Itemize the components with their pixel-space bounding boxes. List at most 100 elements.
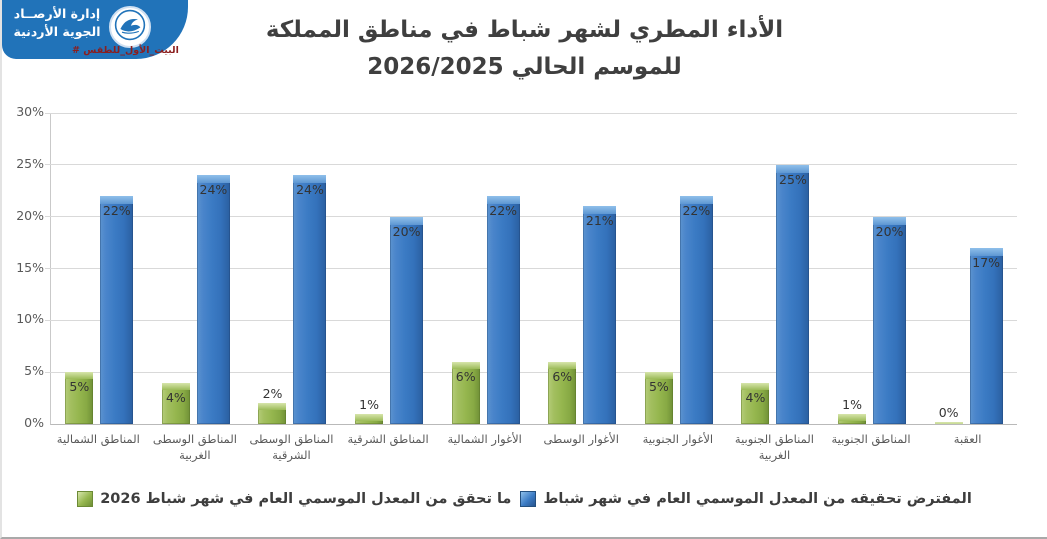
y-tick-label: 25%: [16, 155, 44, 171]
expected-bar-wrap: 21%: [583, 206, 617, 424]
achieved-bar-wrap: 0%: [934, 405, 963, 424]
bar-group: 1% 20%: [341, 113, 438, 424]
chart-title: الأداء المطري لشهر شباط في مناطق المملكة…: [2, 12, 1047, 86]
achieved-bar: [161, 382, 190, 424]
expected-bar-wrap: 17%: [969, 247, 1003, 424]
y-tick-label: 15%: [16, 259, 44, 275]
bird-icon: [114, 9, 146, 45]
achieved-bar-wrap: 1%: [355, 397, 384, 424]
bar-group: 5% 22%: [51, 113, 148, 424]
expected-bar: [679, 195, 713, 424]
achieved-bar-wrap: 5%: [65, 372, 94, 424]
expected-bar: [583, 206, 617, 424]
chart-title-line2: للموسم الحالي 2026/2025: [367, 53, 682, 80]
legend-item-achieved: ما تحقق من المعدل الموسمي العام في شهر ش…: [77, 491, 511, 507]
legend-label-achieved: ما تحقق من المعدل الموسمي العام في شهر ش…: [100, 491, 512, 507]
achieved-bar-value-label: 5%: [648, 379, 669, 395]
achieved-bar-value-label: 6%: [552, 368, 573, 384]
legend-swatch-green-icon: [77, 491, 94, 507]
legend: المفترض تحقيقه من المعدل الموسمي العام ف…: [2, 491, 1047, 507]
achieved-bar: [258, 403, 287, 424]
category-label: العقبة: [953, 432, 982, 446]
y-tick-label: 30%: [16, 104, 44, 119]
expected-bar: [390, 216, 424, 424]
achieved-bar-value-label: 2%: [262, 386, 283, 402]
expected-bar-value-label: 20%: [392, 223, 421, 239]
achieved-bar-value-label: 5%: [69, 379, 90, 395]
y-tick-label: 0%: [24, 415, 44, 430]
bar-group: 2% 24%: [244, 113, 341, 424]
achieved-bar: [838, 413, 867, 424]
achieved-bar-value-label: 6%: [455, 368, 476, 384]
expected-bar-wrap: 25%: [776, 164, 810, 424]
category-label: الأغوار الشمالية: [447, 432, 522, 446]
achieved-bar: [644, 372, 673, 424]
achieved-bar: [65, 372, 94, 424]
achieved-bar-wrap: 2%: [258, 386, 287, 424]
category-label: المناطق الجنوبية: [831, 432, 911, 446]
bar-group: 1% 20%: [824, 113, 921, 424]
achieved-bar-wrap: 4%: [161, 382, 190, 424]
bar-group: 4% 24%: [148, 113, 245, 424]
plot-area: 5% 22% 4% 24% 2% 24% 1% 20% 6% 22% 6% 21% 5% 22% 4% 25%…: [45, 112, 1017, 425]
expected-bar-value-label: 22%: [682, 202, 711, 218]
expected-bar: [196, 175, 230, 424]
achieved-bar-wrap: 6%: [451, 361, 480, 424]
expected-bar-wrap: 20%: [873, 216, 907, 424]
category-axis-labels: المناطق الشمالية المناطق الوسطى الغربية ال…: [50, 432, 1016, 463]
category-label: المناطق الشمالية: [56, 432, 140, 446]
logo-org-line2: الجوية الأردنية: [13, 24, 101, 40]
logo-org-line1: إدارة الأرصــاد: [13, 6, 101, 21]
legend-swatch-blue-icon: [520, 491, 537, 507]
expected-bar-wrap: 22%: [679, 195, 713, 424]
y-tick-label: 5%: [24, 363, 44, 379]
achieved-bar: [934, 422, 963, 424]
expected-bar-value-label: 24%: [296, 182, 324, 198]
expected-bar-wrap: 24%: [293, 175, 327, 424]
expected-bar-value-label: 21%: [585, 213, 614, 229]
category-label: المناطق الشرقية: [347, 432, 429, 446]
expected-bar: [293, 175, 327, 424]
y-tick-label: 20%: [16, 207, 44, 223]
category-label: المناطق الجنوبية الغربية: [734, 432, 814, 462]
expected-bar: [969, 247, 1003, 424]
category-label: المناطق الوسطى الغربية: [152, 432, 237, 462]
bar-group: 6% 21%: [534, 113, 631, 424]
gridline: [45, 371, 1017, 373]
logo-org-name: إدارة الأرصــاد الجوية الأردنية: [8, 5, 106, 41]
expected-bar-value-label: 24%: [199, 182, 228, 198]
bar-group: 5% 22%: [631, 113, 728, 424]
achieved-bar-value-label: 1%: [359, 396, 379, 412]
expected-bar-wrap: 22%: [100, 195, 134, 424]
achieved-bar: [451, 361, 480, 424]
category-label: المناطق الوسطى الشرقية: [249, 432, 334, 462]
achieved-bar-wrap: 1%: [838, 397, 867, 424]
category-label: الأغوار الجنوبية: [642, 432, 714, 446]
jmd-logo-banner: إدارة الأرصــاد الجوية الأردنية # البيت_…: [2, 0, 188, 59]
gridline: [45, 216, 1017, 218]
legend-label-expected: المفترض تحقيقه من المعدل الموسمي العام ف…: [543, 491, 972, 507]
bar-groups: 5% 22% 4% 24% 2% 24% 1% 20% 6% 22% 6% 21% 5% 22% 4% 25%…: [51, 113, 1017, 424]
achieved-bar-wrap: 4%: [741, 382, 770, 424]
category-label: الأغوار الوسطى: [543, 432, 619, 446]
gridline: [45, 164, 1017, 166]
bar-group: 0% 17%: [920, 113, 1017, 424]
chart-title-line1: الأداء المطري لشهر شباط في مناطق المملكة: [265, 17, 784, 43]
achieved-bar-value-label: 0%: [938, 405, 959, 420]
expected-bar: [486, 195, 520, 424]
logo-hashtag: # البيت_الأول_للطقس: [72, 45, 179, 56]
gridline: [45, 268, 1017, 269]
expected-bar-wrap: 24%: [196, 175, 230, 424]
expected-bar: [100, 195, 134, 424]
achieved-bar-value-label: 4%: [165, 389, 186, 405]
expected-bar-value-label: 17%: [972, 254, 1001, 270]
expected-bar-value-label: 22%: [102, 202, 131, 218]
achieved-bar-value-label: 4%: [745, 389, 766, 405]
achieved-bar: [548, 361, 577, 424]
gridline: [45, 319, 1017, 321]
achieved-bar-wrap: 5%: [644, 372, 673, 424]
expected-bar-value-label: 25%: [779, 171, 807, 187]
jmd-logo-circle: [109, 6, 151, 48]
bar-group: 6% 22%: [437, 113, 534, 424]
